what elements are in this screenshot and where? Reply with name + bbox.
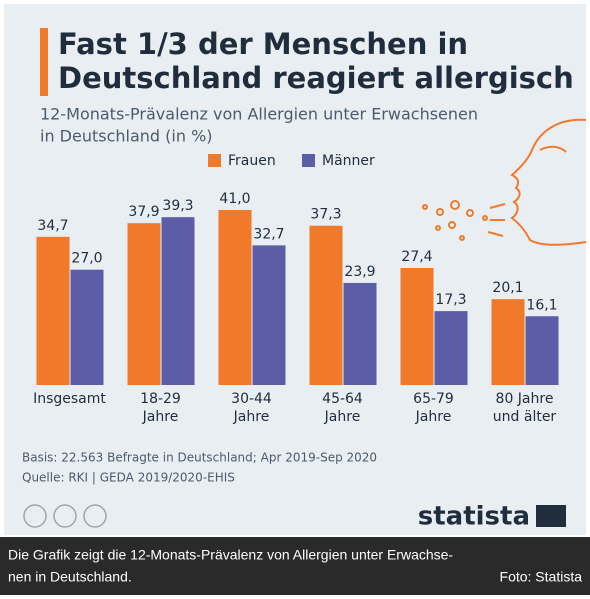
value-label: 20,1 (492, 280, 523, 296)
caption: Die Grafik zeigt die 12-Monats-Prävalenz… (8, 547, 453, 563)
x-tick-label: Jahre (324, 409, 361, 425)
x-tick-label: Jahre (415, 409, 452, 425)
value-label: 16,1 (526, 297, 557, 313)
brand-logo (536, 505, 566, 527)
page: Fast 1/3 der Menschen in Deutschland rea… (0, 0, 590, 595)
caption-bar (0, 537, 590, 595)
legend-label: Männer (322, 153, 375, 169)
value-label: 17,3 (435, 292, 466, 308)
caption-credit: Foto: Statista (500, 569, 583, 585)
value-label: 23,9 (344, 264, 375, 280)
value-label: 37,9 (128, 204, 159, 220)
chart: Fast 1/3 der Menschen in Deutschland rea… (0, 0, 590, 595)
value-label: 34,7 (37, 218, 68, 234)
bar (71, 270, 104, 385)
chart-subtitle: 12-Monats-Prävalenz von Allergien unter … (40, 105, 478, 124)
chart-subtitle: in Deutschland (in %) (40, 127, 213, 146)
bar (310, 226, 343, 385)
brand-name: statista (418, 502, 530, 532)
bar (253, 245, 286, 385)
value-label: 32,7 (253, 226, 284, 242)
caption: nen in Deutschland. (8, 569, 132, 585)
title-accent (40, 28, 48, 96)
value-label: 41,0 (219, 191, 250, 207)
x-tick-label: 45-64 (322, 391, 363, 407)
bar (37, 237, 70, 385)
bar (162, 217, 195, 385)
x-tick-label: 18-29 (140, 391, 181, 407)
value-label: 27,4 (401, 249, 432, 265)
legend-swatch (302, 154, 315, 167)
value-label: 37,3 (310, 207, 341, 223)
bar (219, 210, 252, 385)
chart-title: Deutschland reagiert allergisch (58, 61, 574, 95)
bar (128, 223, 161, 385)
value-label: 27,0 (71, 251, 102, 267)
bar (492, 299, 525, 385)
legend-swatch (208, 154, 221, 167)
x-tick-label: Jahre (233, 409, 270, 425)
bar (526, 316, 559, 385)
value-label: 39,3 (162, 198, 193, 214)
x-tick-label: 65-79 (413, 391, 454, 407)
x-tick-label: 80 Jahre (496, 391, 554, 407)
chart-title: Fast 1/3 der Menschen in (58, 27, 468, 61)
x-tick-label: Insgesamt (33, 391, 106, 407)
note: Quelle: RKI | GEDA 2019/2020-EHIS (22, 471, 235, 485)
x-tick-label: Jahre (142, 409, 179, 425)
x-tick-label: und älter (493, 409, 557, 425)
bar (435, 311, 468, 385)
bar (401, 268, 434, 385)
x-tick-label: 30-44 (231, 391, 272, 407)
bar (344, 283, 377, 385)
legend-label: Frauen (228, 153, 276, 169)
note: Basis: 22.563 Befragte in Deutschland; A… (22, 451, 377, 465)
